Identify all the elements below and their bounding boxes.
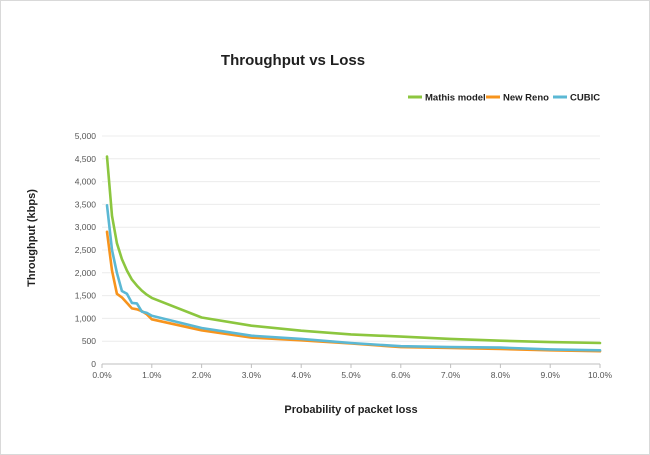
legend-item-mathis-model: Mathis model	[408, 93, 486, 104]
legend-item-new-reno: New Reno	[486, 93, 549, 104]
gridlines	[102, 135, 600, 342]
legend: Mathis model New Reno CUBIC	[408, 93, 600, 104]
y-tick-label: 4,500	[75, 154, 97, 164]
y-tick-label: 1,000	[75, 313, 97, 323]
legend-label: Mathis model	[425, 93, 486, 104]
legend-label: CUBIC	[570, 93, 600, 104]
y-tick-label: 2,500	[75, 245, 97, 255]
series-line-mathis-model	[105, 155, 602, 345]
x-tick-label: 10.0%	[588, 370, 613, 380]
y-tick-label: 3,000	[75, 222, 97, 232]
y-tick-label: 3,500	[75, 199, 97, 209]
y-tick-label: 4,000	[75, 177, 97, 187]
x-tick-label: 8.0%	[491, 370, 511, 380]
x-axis-label: Probability of packet loss	[284, 404, 417, 416]
y-axis-label: Throughput (kbps)	[26, 189, 38, 287]
x-tick-label: 2.0%	[192, 370, 212, 380]
x-tick-label: 7.0%	[441, 370, 461, 380]
x-tick-label: 1.0%	[142, 370, 162, 380]
x-tick-label: 6.0%	[391, 370, 411, 380]
x-tick-label: 0.0%	[92, 370, 112, 380]
series-lines	[105, 155, 602, 353]
y-tick-label: 0	[91, 359, 96, 369]
series-line-cubic	[105, 204, 602, 352]
y-tick-label: 2,000	[75, 268, 97, 278]
x-tick-label: 9.0%	[541, 370, 561, 380]
x-tick-label: 5.0%	[341, 370, 361, 380]
axes: 0 500 1,000 1,500 2,000 2,500 3,000 3,500 4,000 4…	[75, 131, 613, 380]
x-tick-label: 4.0%	[292, 370, 312, 380]
legend-item-cubic: CUBIC	[553, 93, 600, 104]
y-tick-label: 500	[82, 336, 96, 346]
y-tick-label: 1,500	[75, 291, 97, 301]
x-tick-label: 3.0%	[242, 370, 262, 380]
y-tick-label: 5,000	[75, 131, 97, 141]
chart-title: Throughput vs Loss	[221, 52, 365, 69]
legend-label: New Reno	[503, 93, 549, 104]
